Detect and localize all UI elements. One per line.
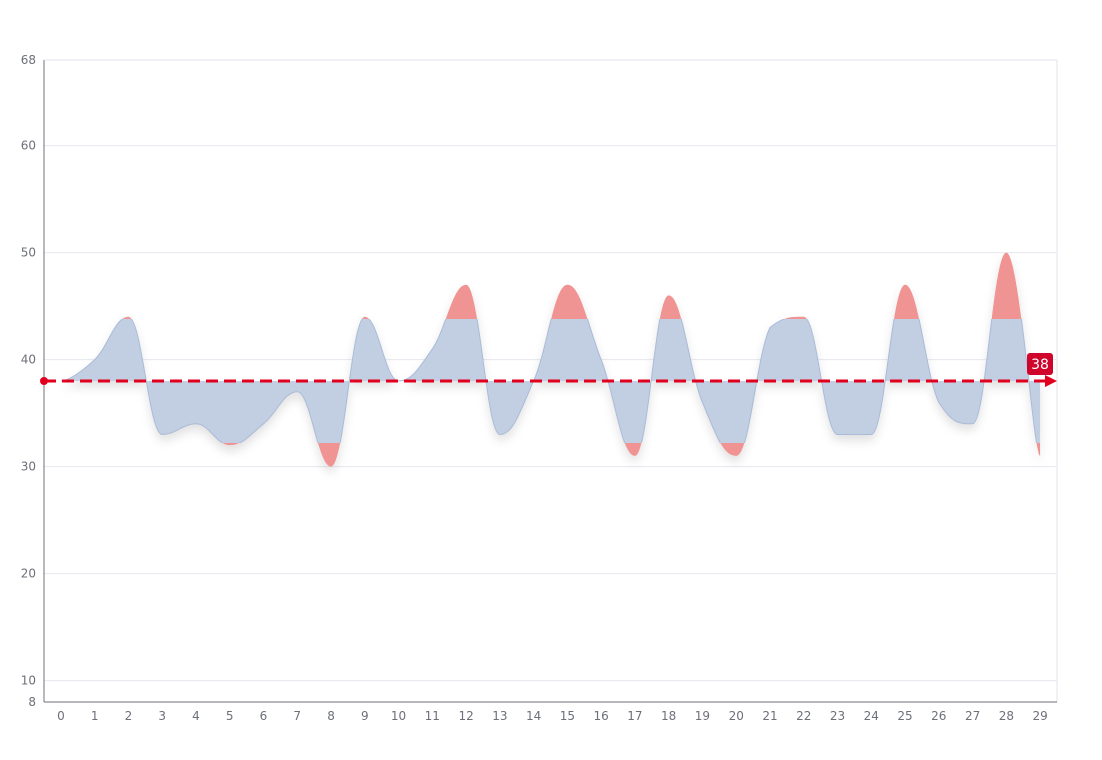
x-tick-label: 22 xyxy=(796,709,811,723)
x-tick-label: 18 xyxy=(661,709,676,723)
series-line xyxy=(60,318,1038,444)
area-above-band xyxy=(122,252,1022,319)
x-tick-label: 6 xyxy=(260,709,268,723)
x-axis-tick-labels: 0 1 2 3 4 5 6 7 8 9 10 11 12 13 14 15 16 17 18 19 20 21 22 23 24… xyxy=(57,709,1048,723)
x-tick-label: 19 xyxy=(695,709,710,723)
y-tick-label: 30 xyxy=(21,460,36,474)
x-tick-label: 11 xyxy=(425,709,440,723)
grid-lines xyxy=(44,59,1057,682)
x-tick-label: 21 xyxy=(762,709,777,723)
x-tick-label: 24 xyxy=(864,709,879,723)
x-tick-label: 0 xyxy=(57,709,65,723)
mark-line-start-dot xyxy=(40,377,48,385)
y-axis-tick-labels: 68 60 50 40 30 20 10 8 xyxy=(21,53,36,709)
x-tick-label: 23 xyxy=(830,709,845,723)
y-tick-label: 8 xyxy=(28,695,36,709)
mark-line-label-bg xyxy=(1027,353,1053,375)
x-tick-label: 7 xyxy=(293,709,301,723)
area-below-band xyxy=(222,443,1041,467)
mark-line-arrow-icon xyxy=(1045,375,1057,387)
y-tick-label: 40 xyxy=(21,353,36,367)
y-tick-label: 60 xyxy=(21,139,36,153)
x-tick-label: 1 xyxy=(91,709,99,723)
x-tick-label: 25 xyxy=(897,709,912,723)
mark-line-group: 38 xyxy=(40,353,1057,387)
mark-line-label: 38 xyxy=(1031,357,1049,373)
x-tick-label: 17 xyxy=(627,709,642,723)
x-tick-label: 9 xyxy=(361,709,369,723)
x-tick-label: 14 xyxy=(526,709,541,723)
x-tick-label: 12 xyxy=(458,709,473,723)
y-tick-label: 20 xyxy=(21,567,36,581)
y-tick-label: 10 xyxy=(21,674,36,688)
x-tick-label: 8 xyxy=(327,709,335,723)
x-tick-label: 13 xyxy=(492,709,507,723)
x-tick-label: 26 xyxy=(931,709,946,723)
x-tick-label: 3 xyxy=(158,709,166,723)
x-tick-label: 4 xyxy=(192,709,200,723)
x-tick-label: 27 xyxy=(965,709,980,723)
x-tick-label: 29 xyxy=(1032,709,1047,723)
x-tick-label: 15 xyxy=(560,709,575,723)
x-tick-label: 5 xyxy=(226,709,234,723)
x-tick-label: 20 xyxy=(729,709,744,723)
x-tick-label: 28 xyxy=(999,709,1014,723)
x-tick-label: 16 xyxy=(594,709,609,723)
y-tick-label: 68 xyxy=(21,53,36,67)
x-tick-label: 2 xyxy=(125,709,133,723)
y-tick-label: 50 xyxy=(21,246,36,260)
x-tick-label: 10 xyxy=(391,709,406,723)
